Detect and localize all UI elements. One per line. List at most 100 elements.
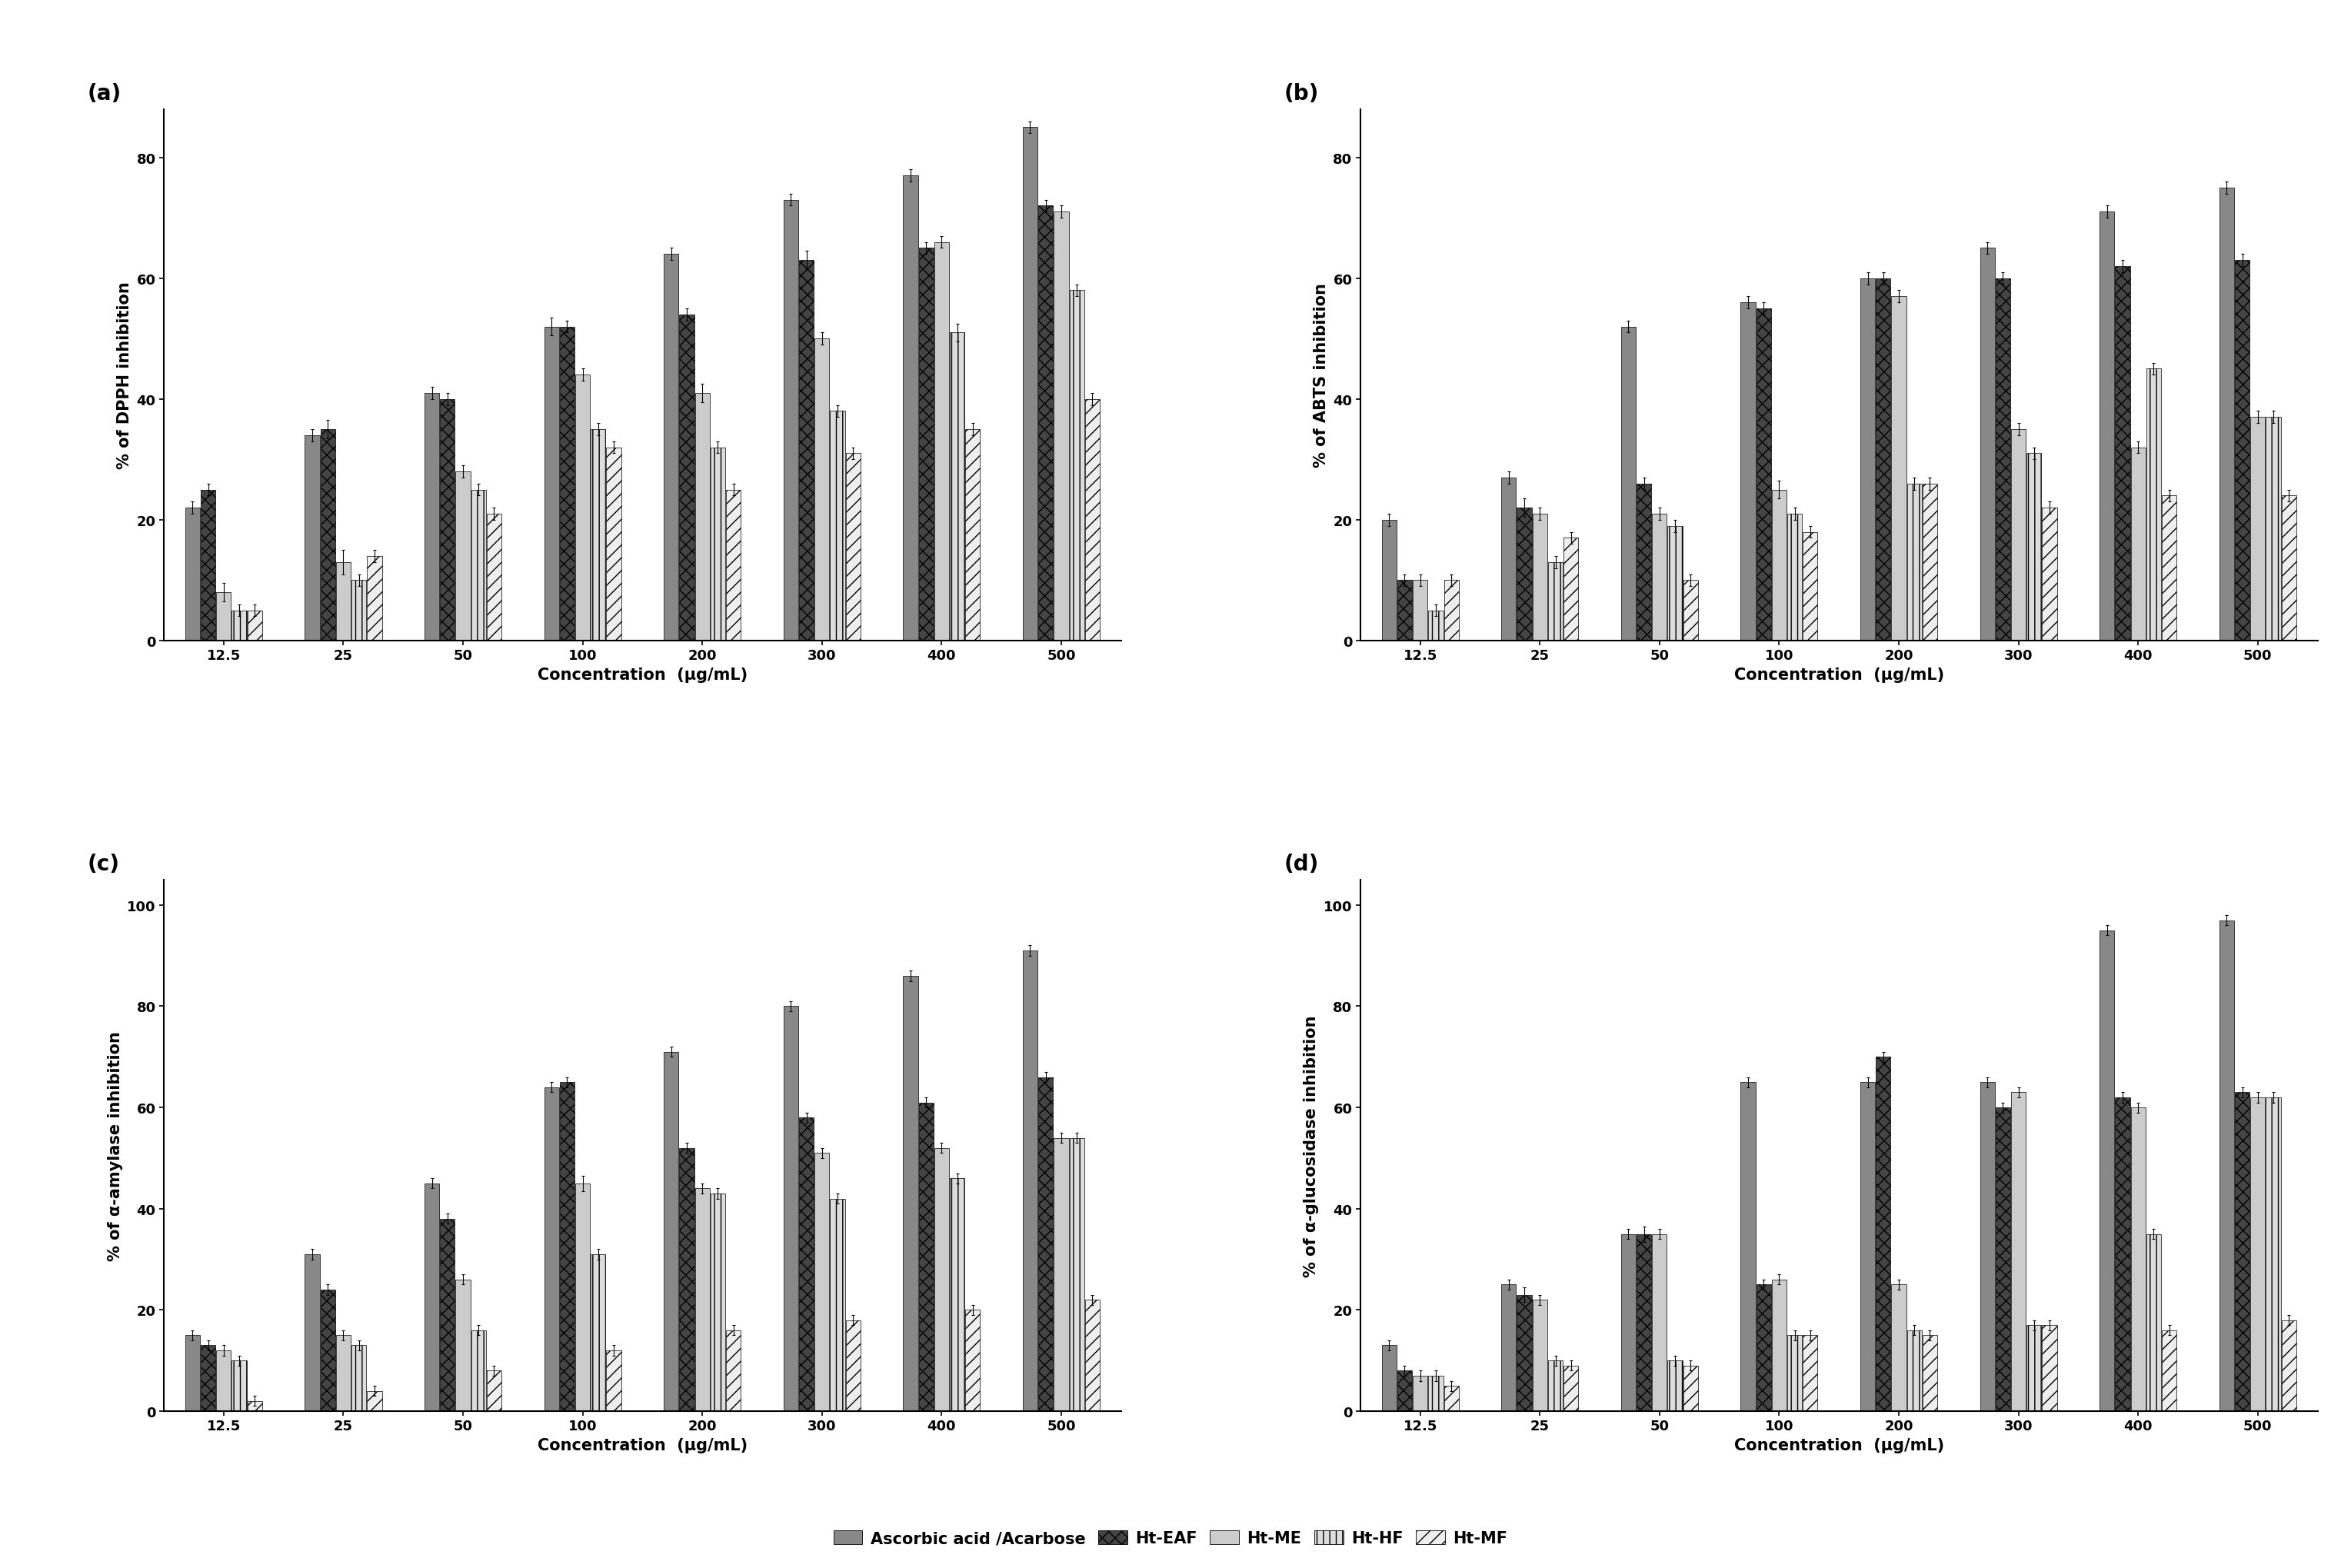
Y-axis label: % of DPPH inhibition: % of DPPH inhibition [117,282,131,469]
Bar [2027,453,2041,641]
Bar [1922,485,1938,641]
Bar [185,508,199,641]
Text: (a): (a) [87,83,122,105]
Bar [2282,495,2297,641]
Bar [185,1336,199,1411]
Bar [1039,1077,1053,1411]
Bar [1547,1361,1564,1411]
Bar [559,328,574,641]
Bar [2100,212,2114,641]
Bar [456,1279,471,1411]
Bar [695,1189,709,1411]
Bar [665,254,679,641]
Bar [1653,514,1667,641]
Bar [964,1309,981,1411]
Bar [1039,207,1053,641]
Bar [964,430,981,641]
X-axis label: Concentration  (μg/mL): Concentration (μg/mL) [1735,666,1943,682]
Bar [1381,521,1398,641]
X-axis label: Concentration  (μg/mL): Concentration (μg/mL) [1735,1438,1943,1452]
Bar [695,394,709,641]
Bar [679,1148,695,1411]
Bar [1084,400,1100,641]
Bar [1683,580,1697,641]
Y-axis label: % of ABTS inhibition: % of ABTS inhibition [1313,284,1330,467]
Bar [2250,1098,2266,1411]
Bar [1501,1284,1517,1411]
Bar [232,1361,246,1411]
Bar [784,201,798,641]
Bar [2130,1107,2144,1411]
Bar [337,563,351,641]
Bar [918,249,934,641]
Bar [1772,1279,1786,1411]
Bar [1667,527,1683,641]
Bar [679,315,695,641]
Bar [2147,1234,2161,1411]
Bar [215,593,232,641]
Bar [2219,920,2233,1411]
Bar [798,260,815,641]
Bar [351,1345,365,1411]
Bar [2041,508,2058,641]
Bar [831,411,845,641]
Bar [232,612,246,641]
Bar [845,1320,861,1411]
Bar [2011,1093,2025,1411]
Bar [2266,417,2280,641]
Bar [726,491,740,641]
Bar [1533,514,1547,641]
Bar [606,448,620,641]
Bar [950,1179,964,1411]
Bar [2116,1098,2130,1411]
Bar [1428,612,1442,641]
Bar [1398,1370,1412,1411]
Bar [1636,1234,1650,1411]
Bar [2100,930,2114,1411]
Bar [471,1330,487,1411]
Bar [248,612,262,641]
Bar [934,1148,948,1411]
X-axis label: Concentration  (μg/mL): Concentration (μg/mL) [538,666,747,682]
Bar [815,1152,829,1411]
Bar [798,1118,815,1411]
Bar [709,448,726,641]
Bar [487,514,501,641]
Bar [1564,538,1578,641]
Bar [1683,1366,1697,1411]
Bar [815,339,829,641]
Bar [1786,1336,1803,1411]
Bar [1620,1234,1636,1411]
Bar [1786,514,1803,641]
Text: (d): (d) [1283,853,1318,875]
Bar [1414,1375,1428,1411]
Text: (b): (b) [1283,83,1318,105]
Bar [784,1007,798,1411]
Bar [321,1290,335,1411]
Bar [2236,260,2250,641]
Bar [1023,950,1037,1411]
Bar [1533,1300,1547,1411]
Bar [1803,1336,1817,1411]
Legend: Ascorbic acid /Acarbose, Ht-EAF, Ht-ME, Ht-HF, Ht-MF: Ascorbic acid /Acarbose, Ht-EAF, Ht-ME, … [826,1524,1515,1552]
Bar [845,453,861,641]
Bar [1995,1107,2011,1411]
Bar [1742,303,1756,641]
Bar [471,491,487,641]
Bar [831,1198,845,1411]
Bar [1517,1295,1531,1411]
Bar [1892,296,1906,641]
Bar [2116,267,2130,641]
Bar [590,430,606,641]
Bar [1620,328,1636,641]
Bar [1922,1336,1938,1411]
Bar [456,472,471,641]
Bar [248,1402,262,1411]
Bar [665,1052,679,1411]
Bar [1667,1361,1683,1411]
Bar [950,332,964,641]
Bar [321,430,335,641]
Bar [904,176,918,641]
Bar [904,977,918,1411]
Bar [440,1218,454,1411]
